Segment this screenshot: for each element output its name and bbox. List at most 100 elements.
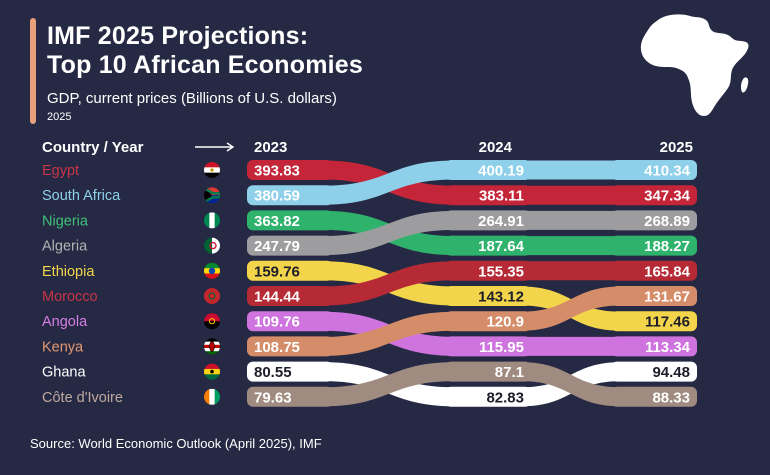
value-label-egypt-2025: 347.34: [644, 188, 691, 205]
flag-egypt-icon: [204, 162, 220, 178]
country-name-kenya: Kenya: [42, 339, 84, 355]
value-label-nigeria-2023: 363.82: [254, 213, 300, 230]
ribbon-kenya-0: [323, 311, 455, 356]
value-label-angola-2024: 115.95: [479, 339, 524, 356]
value-label-ethiopia-2025: 117.46: [645, 314, 690, 331]
value-label-egypt-2023: 393.83: [254, 163, 300, 180]
ribbon-angola-1: [521, 336, 621, 356]
bar-kenya-2025: [611, 286, 697, 306]
pill-layer: [247, 160, 697, 407]
bar-nigeria-2025: [611, 235, 697, 256]
ribbon-layer: [323, 160, 621, 407]
chart-title: IMF 2025 Projections: Top 10 African Eco…: [47, 22, 363, 80]
ribbon-south-africa-0: [323, 160, 455, 205]
ribbon-nigeria-1: [521, 236, 621, 256]
bar-egypt-2024: [445, 185, 531, 206]
ribbon-morocco-0: [323, 261, 455, 306]
bar-algeria-2023: [247, 235, 333, 256]
year-label: 2025: [47, 111, 72, 123]
value-label-ghana-2025: 94.48: [652, 364, 690, 381]
value-label-south-africa-2025: 410.34: [644, 163, 691, 180]
ribbon-c-te-d-ivoire-1: [521, 362, 621, 407]
bar-angola-2025: [611, 336, 697, 357]
value-label-south-africa-2023: 380.59: [254, 188, 300, 205]
ribbon-kenya-1: [521, 286, 621, 331]
country-name-ethiopia: Ethiopia: [42, 264, 95, 280]
bar-morocco-2024: [445, 260, 531, 281]
flag-c-te-d-ivoire-icon: [204, 388, 220, 405]
flag-ethiopia-icon: [204, 262, 220, 279]
flag-nigeria-icon: [204, 212, 220, 229]
bar-ethiopia-2025: [611, 311, 697, 332]
value-label-ghana-2024: 82.83: [486, 389, 524, 406]
value-label-c-te-d-ivoire-2025: 88.33: [652, 389, 690, 406]
value-label-kenya-2024: 120.9: [486, 314, 524, 331]
value-label-morocco-2025: 165.84: [644, 263, 691, 280]
value-label-algeria-2024: 264.91: [478, 213, 524, 230]
value-label-morocco-2024: 155.35: [478, 263, 524, 280]
bar-ethiopia-2024: [445, 286, 531, 306]
value-label-ghana-2023: 80.55: [254, 364, 292, 381]
country-name-nigeria: Nigeria: [42, 213, 89, 229]
country-name-egypt: Egypt: [42, 163, 79, 179]
header-country-year: Country / Year: [42, 139, 144, 156]
value-label-kenya-2023: 108.75: [254, 339, 300, 356]
value-label-morocco-2023: 144.44: [254, 289, 301, 306]
bar-egypt-2025: [611, 185, 697, 206]
value-label-egypt-2024: 383.11: [479, 188, 524, 205]
country-name-angola: Angola: [42, 314, 88, 330]
bar-angola-2023: [247, 311, 333, 332]
country-name-south-africa: South Africa: [42, 188, 121, 204]
flag-kenya-icon: [204, 338, 220, 355]
bar-algeria-2025: [611, 210, 697, 231]
bar-nigeria-2023: [247, 210, 333, 231]
flag-ghana-icon: [204, 363, 220, 380]
bar-south-africa-2025: [611, 160, 697, 180]
bar-nigeria-2024: [445, 235, 531, 256]
bar-kenya-2024: [445, 311, 531, 332]
value-label-c-te-d-ivoire-2024: 87.1: [495, 364, 524, 381]
ribbon-algeria-1: [521, 210, 621, 230]
bar-ghana-2023: [247, 361, 333, 382]
africa-map-icon: [640, 14, 749, 117]
ribbon-c-te-d-ivoire-0: [323, 362, 455, 407]
bar-morocco-2025: [611, 260, 697, 281]
ribbon-algeria-0: [323, 210, 455, 256]
bar-c-te-d-ivoire-2025: [611, 386, 697, 407]
chart-subtitle: GDP, current prices (Billions of U.S. do…: [47, 90, 337, 107]
value-label-south-africa-2024: 400.19: [478, 163, 524, 180]
value-label-angola-2023: 109.76: [254, 314, 300, 331]
value-label-nigeria-2025: 188.27: [644, 238, 690, 255]
value-label-angola-2025: 113.34: [645, 339, 691, 356]
bar-morocco-2023: [247, 286, 333, 306]
bar-south-africa-2023: [247, 185, 333, 206]
bar-ethiopia-2023: [247, 260, 333, 281]
year-header-2024: 2024: [479, 139, 513, 156]
value-label-c-te-d-ivoire-2023: 79.63: [254, 389, 292, 406]
value-label-kenya-2025: 131.67: [644, 289, 690, 306]
flag-algeria-icon: [204, 237, 220, 254]
chart-title-line-2: Top 10 African Economies: [47, 51, 363, 79]
ribbon-south-africa-1: [521, 160, 621, 180]
country-name-morocco: Morocco: [42, 289, 98, 305]
title-accent-bar: [30, 18, 36, 124]
country-name-ghana: Ghana: [42, 365, 86, 381]
value-label-ethiopia-2024: 143.12: [478, 289, 524, 306]
bar-ghana-2024: [445, 386, 531, 407]
bar-kenya-2023: [247, 336, 333, 357]
bar-c-te-d-ivoire-2023: [247, 386, 333, 407]
value-label-algeria-2023: 247.79: [254, 238, 300, 255]
flag-south-africa-icon: [204, 187, 220, 204]
year-header-2023: 2023: [254, 139, 287, 156]
chart-title-line-1: IMF 2025 Projections:: [47, 22, 309, 50]
bar-algeria-2024: [445, 210, 531, 231]
value-label-nigeria-2024: 187.64: [478, 238, 525, 255]
year-header-2025: 2025: [660, 139, 693, 156]
value-label-algeria-2025: 268.89: [644, 213, 690, 230]
bar-egypt-2023: [247, 160, 333, 180]
value-label-ethiopia-2023: 159.76: [254, 263, 300, 280]
ribbon-egypt-1: [521, 185, 621, 205]
bar-south-africa-2024: [445, 160, 531, 180]
source-note: Source: World Economic Outlook (April 20…: [30, 436, 322, 451]
